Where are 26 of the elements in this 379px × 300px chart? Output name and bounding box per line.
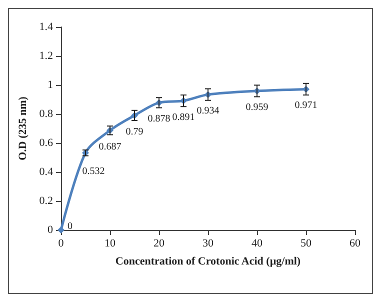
data-label: 0.971 — [294, 100, 318, 112]
x-tick-label: 30 — [202, 238, 214, 250]
x-tick-label: 0 — [58, 238, 64, 250]
x-tick-label: 20 — [154, 238, 165, 250]
y-axis-title: O.D (235 nm) — [16, 96, 29, 160]
data-label: 0 — [68, 221, 72, 232]
x-axis-title: Concentration of Crotonic Acid (µg/ml) — [115, 256, 301, 268]
y-tick-label: 0.2 — [39, 195, 53, 207]
y-tick-label: 1.4 — [39, 21, 54, 33]
data-label: 0.79 — [126, 126, 144, 138]
y-tick-label: 0.4 — [39, 166, 54, 178]
y-tick-label: 0.8 — [39, 108, 54, 120]
data-label: 0.687 — [98, 141, 122, 152]
data-label: 0.878 — [148, 114, 170, 125]
x-tick-label: 10 — [104, 238, 116, 250]
y-tick-label: 0.6 — [39, 137, 54, 149]
x-tick-label: 60 — [350, 238, 361, 250]
data-label: 0.891 — [172, 112, 195, 123]
data-label: 0.532 — [82, 166, 105, 177]
x-tick-label: 40 — [252, 238, 263, 250]
y-tick-label: 1.2 — [39, 50, 53, 62]
y-tick-label: 1 — [48, 79, 53, 91]
x-tick-label: 50 — [300, 238, 312, 250]
y-tick-label: 0 — [48, 224, 54, 236]
data-label: 0.934 — [196, 106, 220, 117]
data-label: 0.959 — [246, 102, 268, 113]
